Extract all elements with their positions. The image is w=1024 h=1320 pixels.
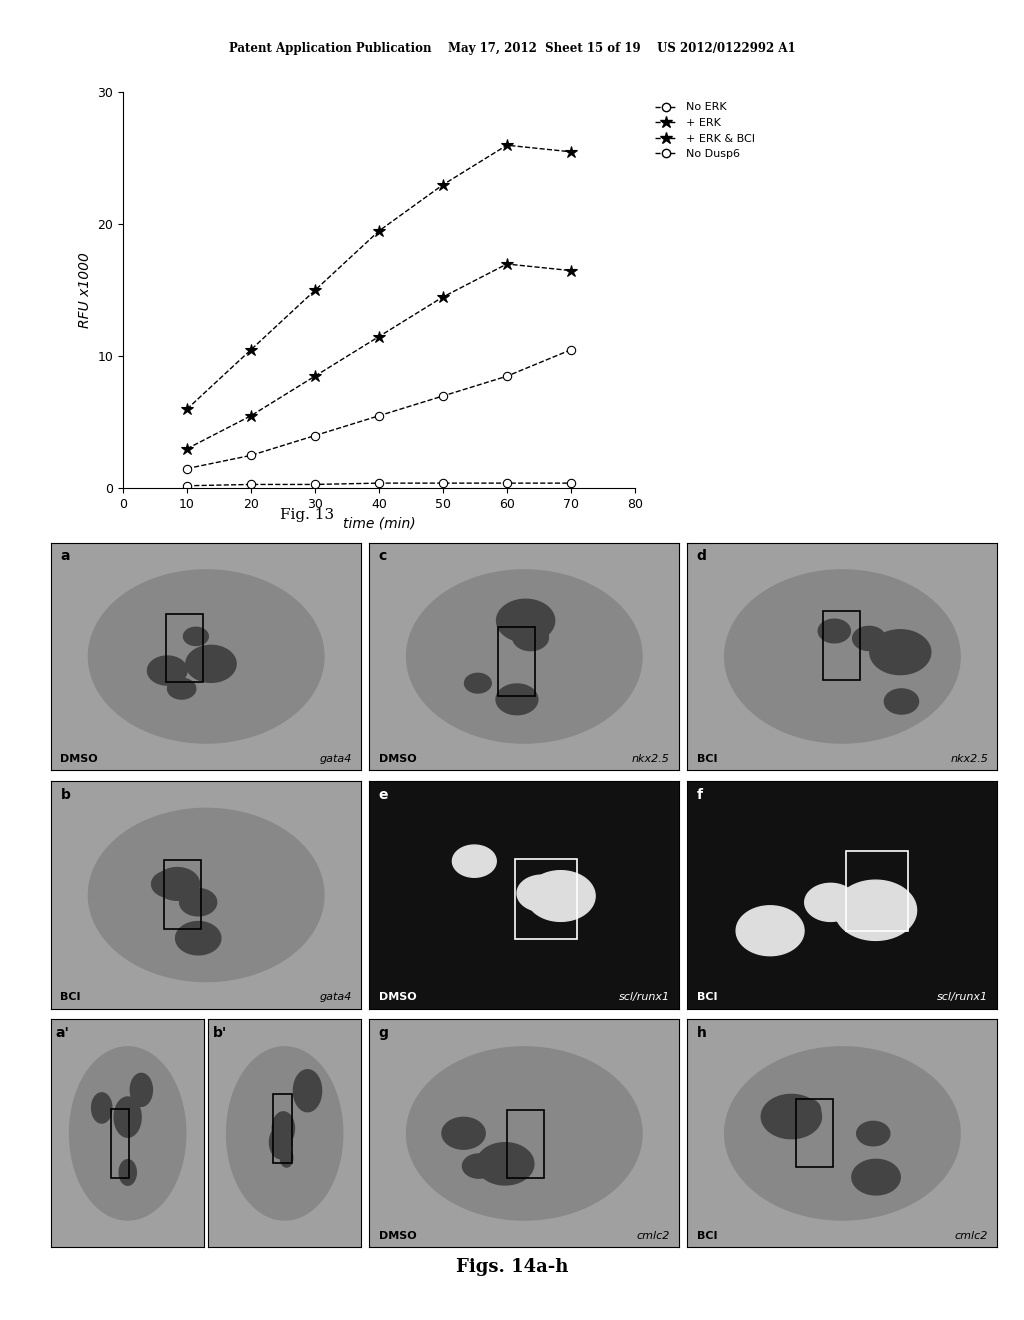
- Polygon shape: [272, 1111, 295, 1144]
- Polygon shape: [736, 906, 804, 956]
- Text: Patent Application Publication    May 17, 2012  Sheet 15 of 19    US 2012/012299: Patent Application Publication May 17, 2…: [228, 42, 796, 55]
- Text: BCI: BCI: [696, 993, 717, 1002]
- Text: BCI: BCI: [696, 754, 717, 763]
- Polygon shape: [517, 875, 566, 911]
- Polygon shape: [442, 1117, 485, 1150]
- Bar: [846, 851, 908, 931]
- Text: e: e: [379, 788, 388, 801]
- Text: DMSO: DMSO: [379, 1230, 416, 1241]
- Polygon shape: [513, 624, 549, 651]
- Text: scl/runx1: scl/runx1: [937, 993, 988, 1002]
- Polygon shape: [179, 888, 217, 916]
- Text: scl/runx1: scl/runx1: [618, 993, 670, 1002]
- Bar: [498, 627, 536, 696]
- Polygon shape: [152, 871, 187, 898]
- Text: h: h: [696, 1027, 707, 1040]
- Text: nkx2.5: nkx2.5: [632, 754, 670, 763]
- Polygon shape: [281, 1148, 293, 1167]
- Polygon shape: [526, 871, 595, 921]
- Text: g: g: [379, 1027, 388, 1040]
- Polygon shape: [226, 1047, 343, 1220]
- Polygon shape: [114, 1097, 141, 1138]
- Polygon shape: [497, 599, 555, 642]
- Polygon shape: [885, 689, 919, 714]
- Text: Fig. 13: Fig. 13: [281, 508, 334, 523]
- Polygon shape: [119, 1160, 136, 1185]
- Polygon shape: [496, 684, 538, 714]
- Polygon shape: [130, 1073, 153, 1106]
- Polygon shape: [269, 1126, 292, 1159]
- Polygon shape: [761, 1094, 821, 1139]
- Polygon shape: [168, 678, 196, 700]
- Polygon shape: [463, 1154, 496, 1179]
- Text: gata4: gata4: [319, 993, 352, 1002]
- Text: Figs. 14a-h: Figs. 14a-h: [456, 1258, 568, 1276]
- Text: nkx2.5: nkx2.5: [950, 754, 988, 763]
- Polygon shape: [176, 921, 221, 954]
- Polygon shape: [818, 619, 850, 643]
- Polygon shape: [790, 1098, 820, 1121]
- Bar: [273, 1094, 292, 1163]
- Legend: No ERK, + ERK, + ERK & BCI, No Dusp6: No ERK, + ERK, + ERK & BCI, No Dusp6: [650, 98, 760, 164]
- Text: DMSO: DMSO: [60, 754, 98, 763]
- Bar: [822, 611, 860, 680]
- Polygon shape: [147, 656, 187, 685]
- Text: DMSO: DMSO: [379, 754, 416, 763]
- Polygon shape: [869, 630, 931, 675]
- Text: cmlc2: cmlc2: [637, 1230, 670, 1241]
- Polygon shape: [91, 1093, 112, 1123]
- Polygon shape: [465, 673, 492, 693]
- Text: gata4: gata4: [319, 754, 352, 763]
- Text: BCI: BCI: [60, 993, 81, 1002]
- Bar: [515, 859, 577, 939]
- Text: a': a': [55, 1027, 70, 1040]
- Polygon shape: [70, 1047, 185, 1220]
- Text: c: c: [379, 549, 387, 564]
- Bar: [111, 1109, 129, 1177]
- Text: cmlc2: cmlc2: [954, 1230, 988, 1241]
- Polygon shape: [725, 570, 961, 743]
- Bar: [796, 1100, 834, 1167]
- Polygon shape: [407, 1047, 642, 1220]
- Text: BCI: BCI: [696, 1230, 717, 1241]
- Polygon shape: [185, 645, 237, 682]
- Polygon shape: [501, 1146, 528, 1167]
- Y-axis label: RFU x1000: RFU x1000: [78, 252, 92, 329]
- Polygon shape: [725, 1047, 961, 1220]
- X-axis label: time (min): time (min): [343, 516, 415, 531]
- Bar: [166, 614, 203, 682]
- Polygon shape: [852, 1159, 900, 1195]
- Polygon shape: [294, 1069, 322, 1111]
- Polygon shape: [853, 627, 886, 651]
- Bar: [507, 1110, 545, 1179]
- Polygon shape: [453, 845, 497, 878]
- Polygon shape: [805, 883, 856, 921]
- Text: d: d: [696, 549, 707, 564]
- Text: DMSO: DMSO: [379, 993, 416, 1002]
- Bar: [164, 861, 201, 929]
- Polygon shape: [407, 570, 642, 743]
- Text: b: b: [60, 788, 71, 801]
- Polygon shape: [183, 627, 208, 645]
- Text: a: a: [60, 549, 70, 564]
- Polygon shape: [476, 1143, 534, 1185]
- Polygon shape: [88, 808, 324, 982]
- Text: f: f: [696, 788, 702, 801]
- Polygon shape: [857, 1122, 890, 1146]
- Text: b': b': [213, 1027, 227, 1040]
- Polygon shape: [835, 880, 916, 940]
- Polygon shape: [88, 570, 324, 743]
- Polygon shape: [155, 867, 200, 900]
